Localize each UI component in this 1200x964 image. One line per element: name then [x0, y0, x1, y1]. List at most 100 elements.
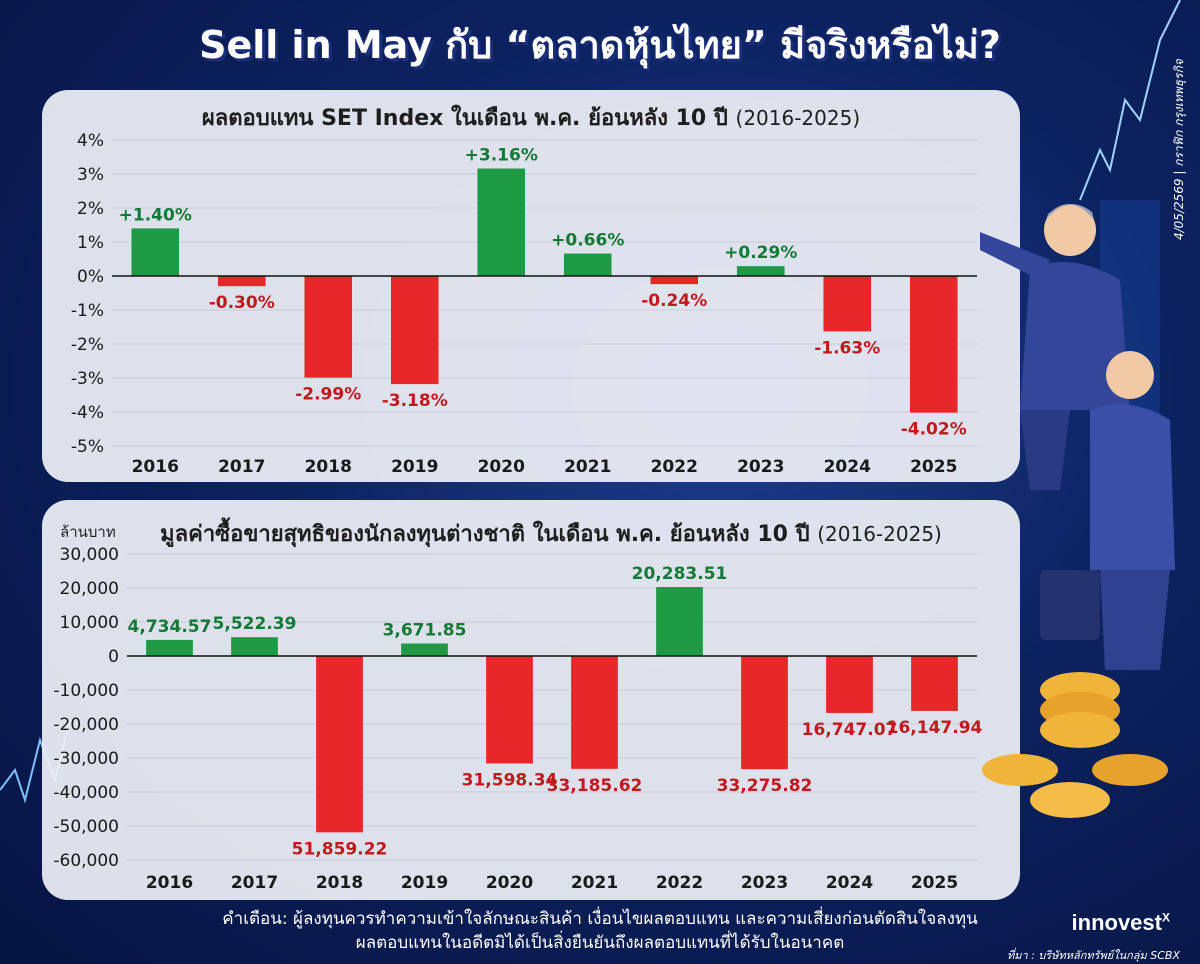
chart1-category-label: 2017: [218, 457, 265, 477]
chart1-y-tick: -4%: [71, 403, 104, 423]
chart2-bar: [316, 656, 363, 833]
chart1-bar: [736, 266, 785, 276]
chart2-category-label: 2021: [571, 873, 618, 893]
chart2-data-label: 16,147.94: [887, 718, 983, 738]
chart1-title: ผลตอบแทน SET Index ในเดือน พ.ค. ย้อนหลัง…: [201, 106, 728, 131]
businessman-briefcase-icon: [1040, 351, 1175, 670]
chart1-y-tick: -5%: [71, 437, 104, 457]
chart1-bar: [304, 276, 353, 378]
chart2-subtitle: (2016-2025): [817, 522, 942, 546]
chart1-bar: [650, 276, 699, 285]
businessman-pointing-icon: [980, 203, 1130, 490]
chart2-title: มูลค่าซื้อขายสุทธิของนักลงทุนต่างชาติ ใน…: [160, 522, 810, 547]
foreign-flow-panel: ล้านบาท มูลค่าซื้อขายสุทธิของนักลงทุนต่า…: [42, 500, 1020, 900]
disclaimer: คำเตือน: ผู้ลงทุนควรทำความเข้าใจลักษณะสิ…: [0, 907, 1200, 955]
chart2-y-tick: -10,000: [53, 681, 119, 701]
chart2-bar: [656, 587, 703, 656]
chart2-data-label: 20,283.51: [632, 564, 728, 584]
chart2-data-label: 33,275.82: [717, 776, 813, 796]
chart2-y-tick: -30,000: [53, 749, 119, 769]
chart2-y-tick: -50,000: [53, 817, 119, 837]
chart1-category-label: 2025: [910, 457, 957, 477]
chart1-data-label: -2.99%: [295, 385, 361, 405]
chart1-bar: [131, 228, 180, 276]
chart1-data-label: -1.63%: [814, 338, 880, 358]
chart2-category-label: 2023: [741, 873, 788, 893]
chart1-data-label: -4.02%: [901, 420, 967, 440]
chart2-y-tick: 0: [108, 647, 119, 667]
chart1-category-label: 2019: [391, 457, 438, 477]
chart2-bar: [146, 639, 193, 656]
chart2-data-label: 3,671.85: [383, 621, 467, 641]
chart1-data-label: +3.16%: [465, 146, 538, 166]
chart1-y-tick: 2%: [77, 199, 104, 219]
chart2-bar: [401, 643, 448, 656]
disclaimer-line-2: ผลตอบแทนในอดีตมิได้เป็นสิ่งยืนยันถึงผลตอ…: [355, 933, 845, 953]
chart2-y-tick: -40,000: [53, 783, 119, 803]
chart1-bar: [563, 253, 612, 276]
coins-icon: [982, 672, 1168, 818]
chart1-category-label: 2016: [132, 457, 179, 477]
chart2-bar: [231, 637, 278, 656]
chart1-y-tick: -3%: [71, 369, 104, 389]
chart2-bar: [741, 656, 788, 770]
chart1-category-label: 2022: [651, 457, 698, 477]
chart1-bar: [823, 276, 872, 332]
disclaimer-line-1: คำเตือน: ผู้ลงทุนควรทำความเข้าใจลักษณะสิ…: [222, 909, 978, 929]
chart1-category-label: 2020: [478, 457, 525, 477]
chart2-category-label: 2017: [231, 873, 278, 893]
chart1-category-label: 2024: [824, 457, 871, 477]
chart1-data-label: -3.18%: [382, 391, 448, 411]
chart1-data-label: +0.29%: [724, 243, 797, 263]
chart1-y-tick: 3%: [77, 165, 104, 185]
chart2-category-label: 2022: [656, 873, 703, 893]
chart2-bar: [486, 656, 533, 764]
set-return-panel: ผลตอบแทน SET Index ในเดือน พ.ค. ย้อนหลัง…: [42, 90, 1020, 482]
chart1-category-label: 2021: [564, 457, 611, 477]
chart2-category-label: 2020: [486, 873, 533, 893]
chart1-y-tick: 0%: [77, 267, 104, 287]
chart2-data-label: 33,185.62: [547, 776, 643, 796]
chart1-y-tick: -2%: [71, 335, 104, 355]
chart2-y-tick: -20,000: [53, 715, 119, 735]
chart1-bar: [390, 276, 439, 385]
chart2-category-label: 2024: [826, 873, 873, 893]
date-note: 4/05/2569 | กราฟิก กรุงเทพธุรกิจ: [1172, 59, 1186, 240]
chart2-unit-label: ล้านบาท: [60, 523, 116, 541]
source-note: ที่มา : บริษัทหลักทรัพย์ในกลุ่ม SCBX: [1006, 949, 1180, 962]
chart1-data-label: -0.24%: [641, 291, 707, 311]
chart1-subtitle: (2016-2025): [735, 106, 861, 130]
chart1-category-label: 2018: [305, 457, 352, 477]
chart2-bar: [571, 656, 618, 769]
chart2-data-label: 5,522.39: [213, 614, 297, 634]
chart2-bar: [826, 656, 873, 713]
chart2-data-label: 4,734.57: [128, 617, 212, 637]
chart1-bar: [909, 276, 958, 413]
chart2-y-tick: 10,000: [60, 613, 119, 633]
chart2-category-label: 2018: [316, 873, 363, 893]
chart1-category-label: 2023: [737, 457, 784, 477]
chart2-bar: [911, 656, 958, 711]
chart1-data-label: +0.66%: [551, 231, 624, 251]
chart1-y-tick: -1%: [71, 301, 104, 321]
businessmen-illustration: [980, 203, 1175, 818]
chart1-bar: [217, 276, 266, 287]
chart2-category-label: 2019: [401, 873, 448, 893]
chart2-category-label: 2016: [146, 873, 193, 893]
chart1-bar: [477, 168, 526, 276]
chart1-data-label: +1.40%: [119, 205, 192, 225]
page-title: Sell in May กับ “ตลาดหุ้นไทย” มีจริงหรือ…: [199, 23, 1001, 67]
brand-logo: innovestX: [1071, 910, 1170, 935]
chart1-y-tick: 4%: [77, 131, 104, 151]
chart1-data-label: -0.30%: [209, 293, 275, 313]
chart2-data-label: 31,598.34: [462, 770, 558, 790]
chart2-y-tick: 30,000: [60, 545, 119, 565]
chart2-data-label: 16,747.07: [802, 720, 898, 740]
set-return-chart: 4% 3% 2% 1% 0% -1% -2% -3% -4% -5% +1.40% 2016 -0.30…: [71, 131, 977, 477]
chart2-y-tick: 20,000: [60, 579, 119, 599]
chart2-category-label: 2025: [911, 873, 958, 893]
chart2-y-tick: -60,000: [53, 851, 119, 871]
foreign-flow-chart: 30,000 20,000 10,000 0 -10,000 -20,000 -30,000…: [53, 545, 983, 893]
chart1-y-tick: 1%: [77, 233, 104, 253]
chart2-data-label: 51,859.22: [292, 839, 388, 859]
